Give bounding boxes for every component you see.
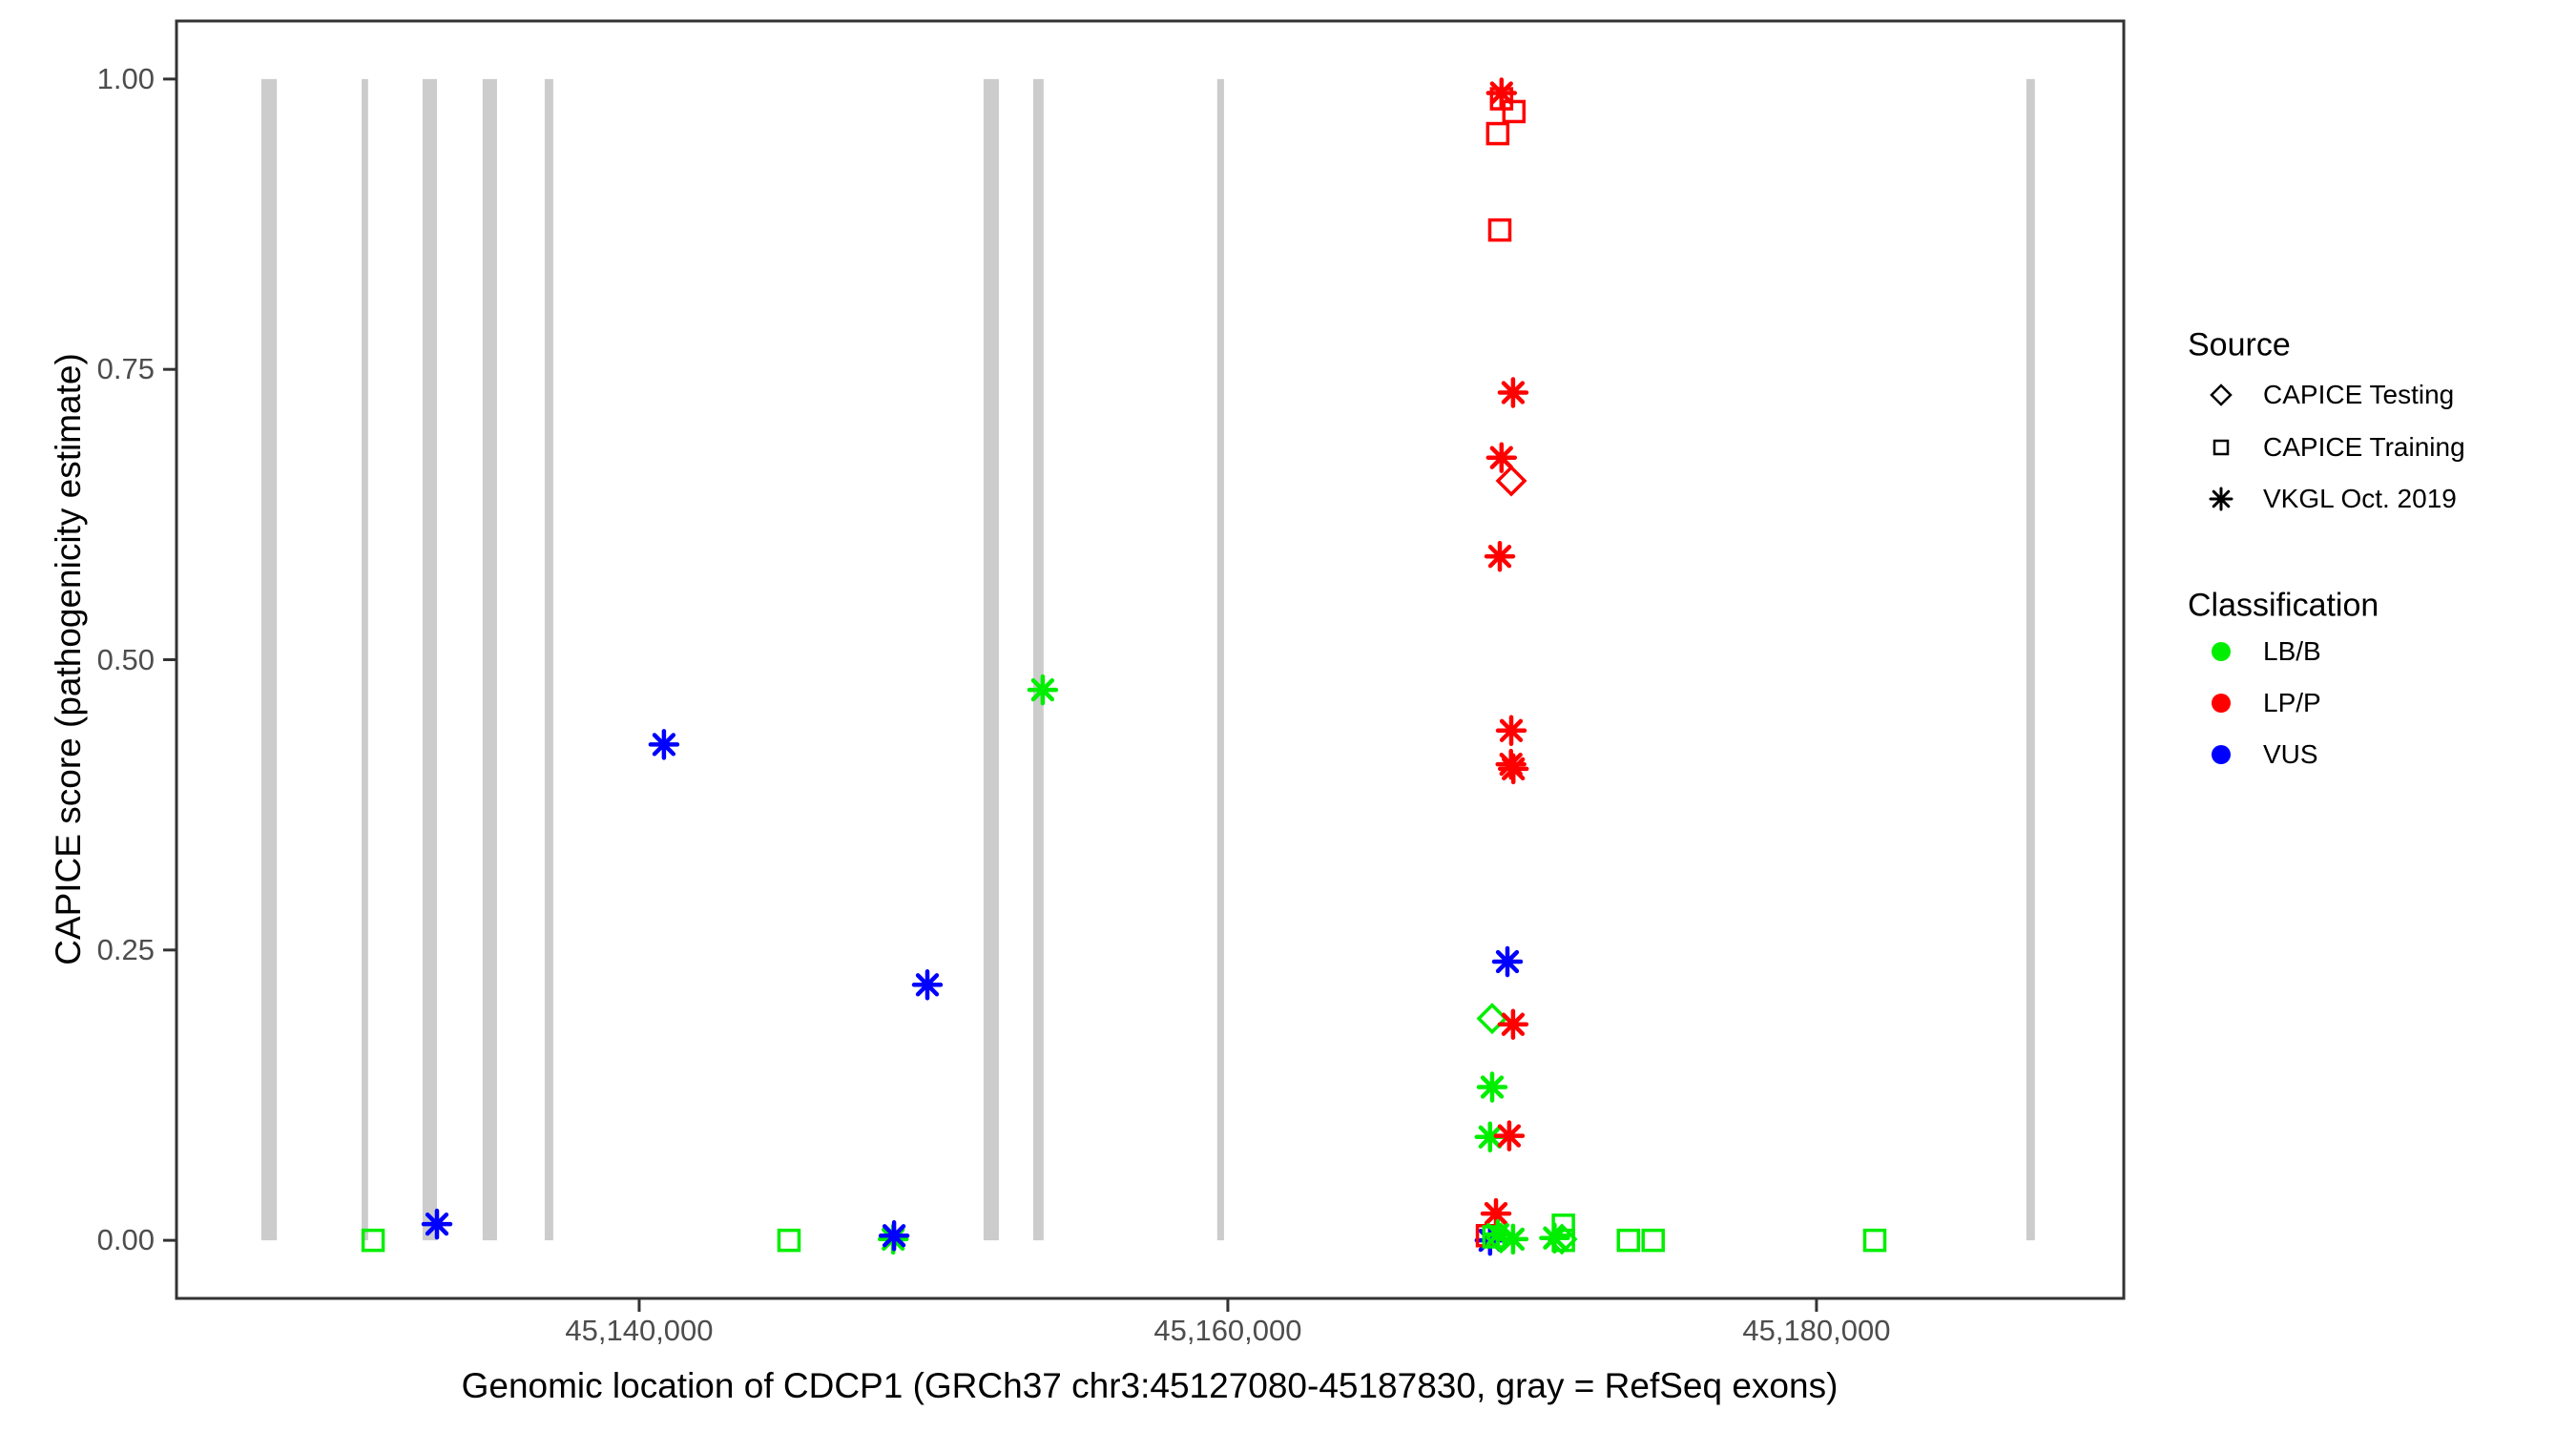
refseq-exon-bar (544, 78, 553, 1241)
refseq-exon-bar (1216, 78, 1224, 1241)
asterisk-point (1497, 753, 1529, 785)
square-point (1641, 1228, 1665, 1253)
square-point (1485, 121, 1510, 146)
legend-source-title: Source (2188, 326, 2291, 363)
asterisk-point (648, 729, 680, 760)
refseq-exon-bar (362, 78, 368, 1241)
x-tick-label: 45,160,000 (1153, 1314, 1302, 1347)
refseq-exon-bar (2025, 78, 2035, 1241)
legend-source-item-label: VKGL Oct. 2019 (2263, 484, 2457, 513)
asterisk-point (1480, 1197, 1512, 1230)
legend-color-dot (2212, 745, 2231, 764)
asterisk-point (1497, 1223, 1529, 1255)
square-point (1502, 99, 1527, 124)
refseq-exon-bar (482, 78, 497, 1241)
asterisk-point (1493, 1120, 1526, 1151)
square-point (2212, 439, 2230, 456)
legend-classification-title: Classification (2188, 587, 2379, 624)
legend-source-item-label: CAPICE Training (2263, 432, 2465, 462)
asterisk-point (1485, 442, 1518, 473)
legend-color-dot (2212, 694, 2231, 713)
square-point (1551, 1228, 1575, 1253)
square-point (1487, 218, 1512, 242)
x-tick-label: 45,140,000 (565, 1314, 714, 1347)
y-tick-label: 0.00 (96, 1223, 155, 1257)
asterisk-point (1497, 377, 1529, 408)
asterisk-point (1482, 1218, 1514, 1251)
asterisk-point (421, 1208, 453, 1240)
square-point (1862, 1228, 1887, 1253)
y-tick-label: 0.50 (96, 642, 155, 676)
asterisk-point (1474, 1121, 1506, 1153)
square-point (1616, 1228, 1641, 1253)
legend-color-dot (2212, 642, 2231, 661)
legend-classification-item-label: LP/P (2263, 688, 2321, 717)
diamond-point (1476, 1003, 1508, 1035)
diamond-point (1495, 465, 1527, 497)
refseq-exon-bar (983, 78, 999, 1241)
asterisk-point (1497, 1008, 1529, 1040)
square-point (361, 1228, 385, 1253)
legend-classification-item-label: VUS (2263, 739, 2318, 769)
y-tick-label: 1.00 (96, 61, 155, 95)
panel-border (175, 19, 2126, 1300)
square-point (1482, 1225, 1506, 1249)
y-tick-label: 0.75 (96, 352, 155, 386)
asterisk-point (1495, 715, 1527, 747)
asterisk-point (911, 969, 944, 1001)
legend-classification-item-label: LB/B (2263, 636, 2321, 666)
x-axis-title: Genomic location of CDCP1 (GRCh37 chr3:4… (461, 1366, 1839, 1405)
asterisk-point (1027, 674, 1059, 706)
square-point (1489, 87, 1514, 111)
asterisk-point (1491, 945, 1524, 978)
asterisk-point (1484, 540, 1516, 572)
refseq-exon-bar (1033, 78, 1044, 1241)
refseq-exon-bar (422, 78, 438, 1241)
square-point (777, 1228, 801, 1253)
asterisk-point (1476, 1071, 1508, 1103)
legend-source-item-label: CAPICE Testing (2263, 380, 2455, 409)
asterisk-point (2209, 487, 2233, 511)
asterisk-point (878, 1220, 910, 1252)
diamond-point (2210, 384, 2233, 406)
y-tick-label: 0.25 (96, 932, 155, 966)
refseq-exon-bar (260, 78, 278, 1241)
x-tick-label: 45,180,000 (1742, 1314, 1891, 1347)
asterisk-point (1485, 77, 1518, 109)
